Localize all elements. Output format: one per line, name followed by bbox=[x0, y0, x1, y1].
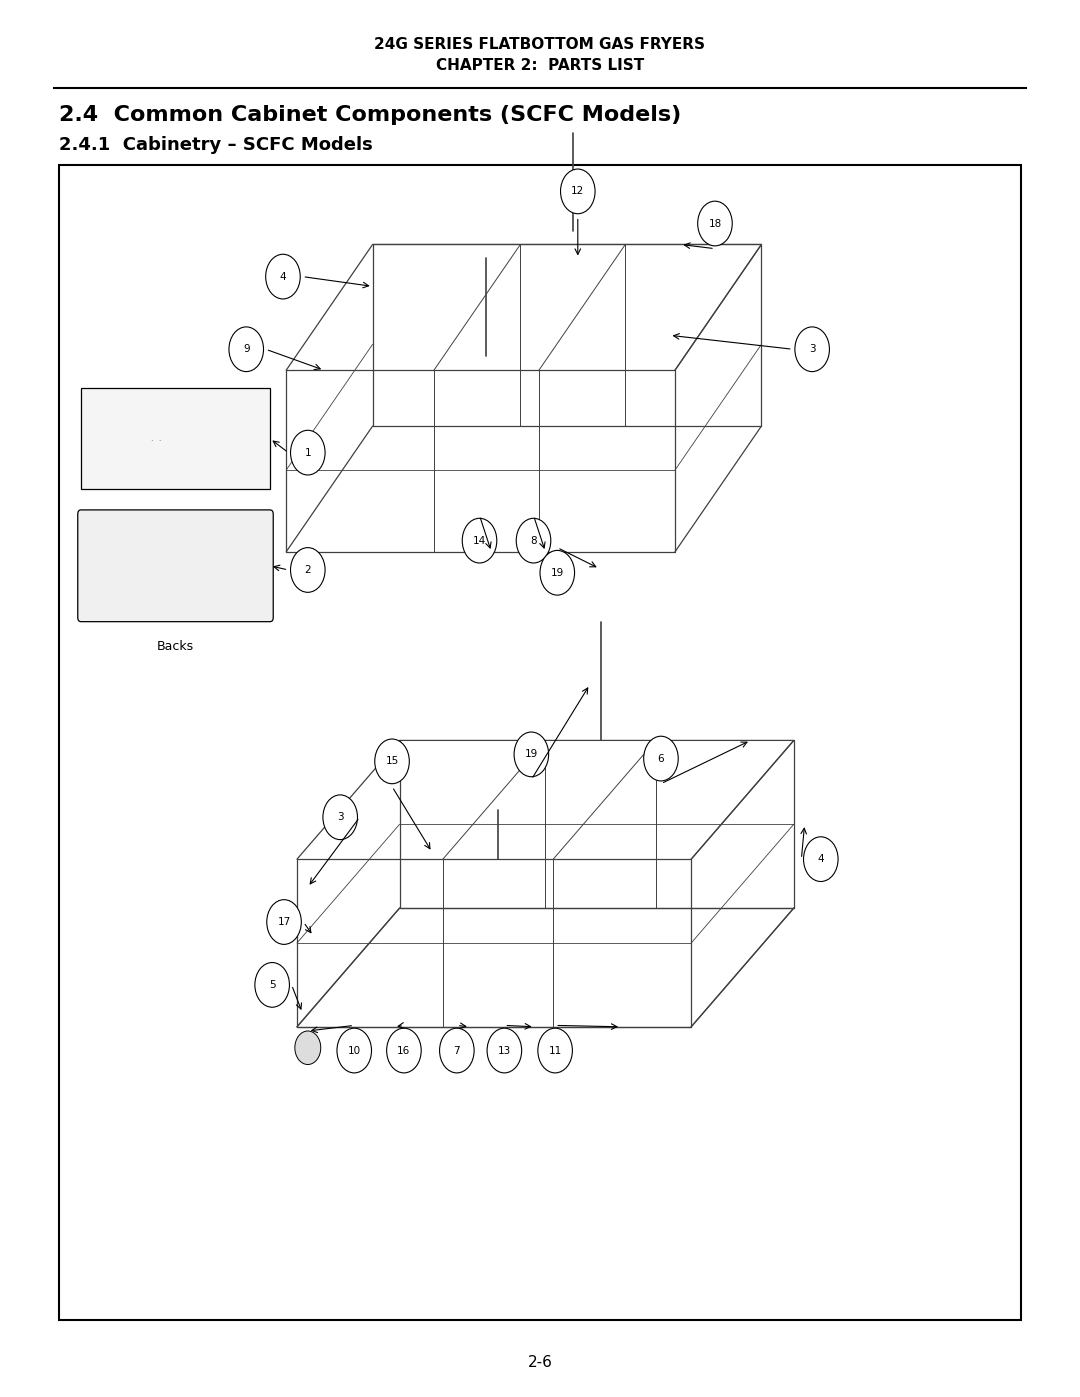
Circle shape bbox=[514, 732, 549, 777]
Text: 17: 17 bbox=[278, 916, 291, 928]
Text: 5: 5 bbox=[269, 979, 275, 990]
Text: 3: 3 bbox=[337, 812, 343, 823]
Circle shape bbox=[561, 169, 595, 214]
Circle shape bbox=[804, 837, 838, 882]
Text: 8: 8 bbox=[530, 535, 537, 546]
Text: 10: 10 bbox=[348, 1045, 361, 1056]
FancyBboxPatch shape bbox=[78, 510, 273, 622]
Text: 16: 16 bbox=[397, 1045, 410, 1056]
Text: 2.4.1  Cabinetry – SCFC Models: 2.4.1 Cabinetry – SCFC Models bbox=[59, 137, 374, 154]
Circle shape bbox=[540, 550, 575, 595]
Text: 18: 18 bbox=[708, 218, 721, 229]
Text: 2.4  Common Cabinet Components (SCFC Models): 2.4 Common Cabinet Components (SCFC Mode… bbox=[59, 105, 681, 124]
Text: 6: 6 bbox=[658, 753, 664, 764]
Text: 1: 1 bbox=[305, 447, 311, 458]
Circle shape bbox=[387, 1028, 421, 1073]
Text: 14: 14 bbox=[473, 535, 486, 546]
Circle shape bbox=[487, 1028, 522, 1073]
Text: 9: 9 bbox=[243, 344, 249, 355]
Text: 19: 19 bbox=[525, 749, 538, 760]
Text: 19: 19 bbox=[551, 567, 564, 578]
Text: Backs: Backs bbox=[157, 640, 193, 652]
Circle shape bbox=[795, 327, 829, 372]
Text: 7: 7 bbox=[454, 1045, 460, 1056]
Bar bbox=[81, 388, 270, 489]
Text: CHAPTER 2:  PARTS LIST: CHAPTER 2: PARTS LIST bbox=[436, 59, 644, 73]
Circle shape bbox=[538, 1028, 572, 1073]
Circle shape bbox=[698, 201, 732, 246]
Text: .  .: . . bbox=[151, 434, 162, 443]
Text: 2: 2 bbox=[305, 564, 311, 576]
FancyBboxPatch shape bbox=[59, 165, 1021, 1320]
Circle shape bbox=[266, 254, 300, 299]
Text: 4: 4 bbox=[818, 854, 824, 865]
Text: 24G SERIES FLATBOTTOM GAS FRYERS: 24G SERIES FLATBOTTOM GAS FRYERS bbox=[375, 38, 705, 52]
Circle shape bbox=[462, 518, 497, 563]
Text: 15: 15 bbox=[386, 756, 399, 767]
Circle shape bbox=[291, 430, 325, 475]
Circle shape bbox=[375, 739, 409, 784]
Circle shape bbox=[295, 1031, 321, 1065]
Text: 12: 12 bbox=[571, 186, 584, 197]
Circle shape bbox=[267, 900, 301, 944]
Circle shape bbox=[516, 518, 551, 563]
Circle shape bbox=[323, 795, 357, 840]
Text: 13: 13 bbox=[498, 1045, 511, 1056]
Text: 3: 3 bbox=[809, 344, 815, 355]
Circle shape bbox=[337, 1028, 372, 1073]
Text: 4: 4 bbox=[280, 271, 286, 282]
Circle shape bbox=[255, 963, 289, 1007]
Text: 2-6: 2-6 bbox=[527, 1355, 553, 1369]
Circle shape bbox=[644, 736, 678, 781]
Text: 11: 11 bbox=[549, 1045, 562, 1056]
Circle shape bbox=[440, 1028, 474, 1073]
Circle shape bbox=[291, 548, 325, 592]
Circle shape bbox=[229, 327, 264, 372]
